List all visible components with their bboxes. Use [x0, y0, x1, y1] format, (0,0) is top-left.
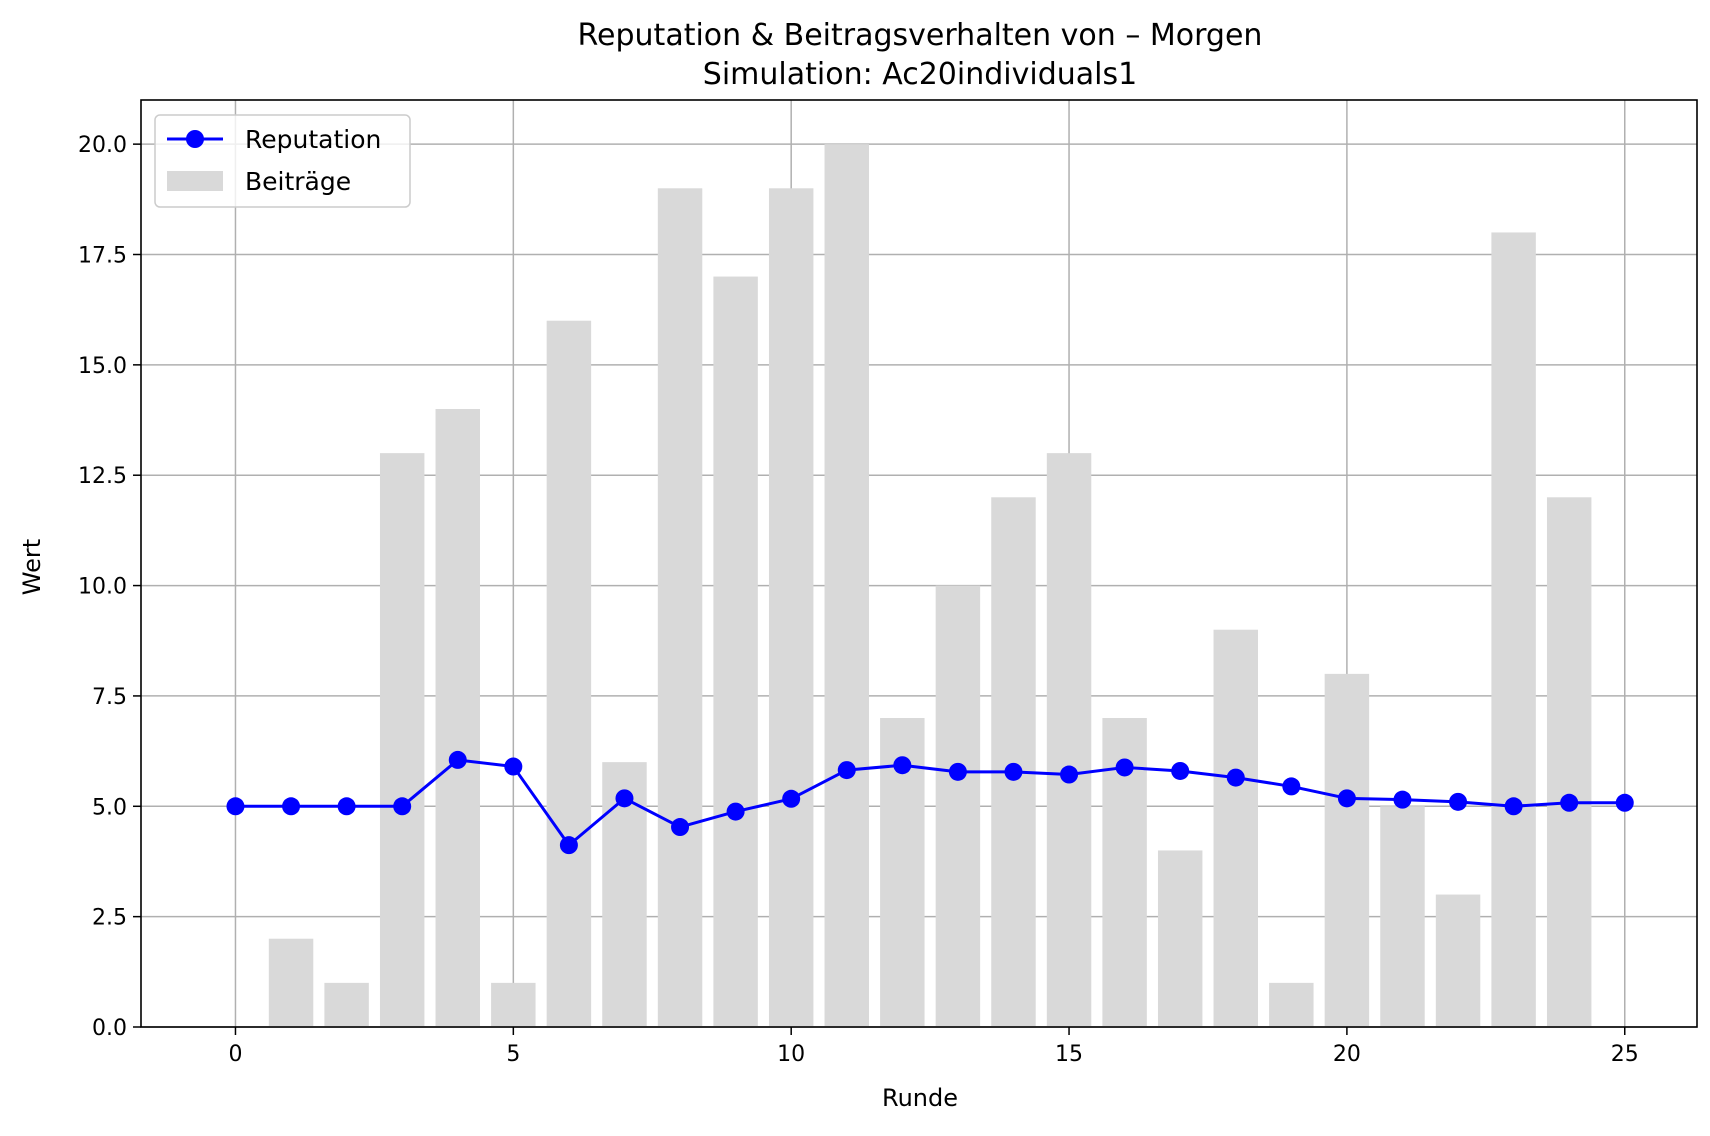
reputation-point	[893, 756, 912, 775]
reputation-point	[1393, 790, 1412, 809]
bar	[991, 497, 1036, 1027]
reputation-point	[726, 802, 745, 821]
bar	[1213, 629, 1258, 1027]
reputation-line	[235, 758, 1625, 847]
reputation-point	[1282, 777, 1301, 796]
reputation-point	[1171, 761, 1190, 780]
reputation-point	[282, 797, 301, 816]
bar	[268, 938, 314, 1027]
bar	[1546, 497, 1592, 1027]
y-tick-label: 15.0	[78, 354, 127, 379]
bar	[1435, 894, 1481, 1027]
bar	[324, 982, 369, 1027]
x-tick-label: 20	[1333, 1042, 1361, 1067]
reputation-point	[1115, 758, 1134, 777]
x-tick-label: 15	[1055, 1042, 1083, 1067]
legend: Reputation Beiträge	[154, 114, 411, 208]
reputation-point	[782, 789, 801, 808]
reputation-point	[393, 797, 412, 816]
y-tick-label: 10.0	[78, 575, 127, 600]
reputation-point	[1004, 762, 1023, 781]
reputation-point	[504, 757, 523, 776]
reputation-point	[1504, 797, 1523, 816]
bar	[713, 276, 758, 1028]
legend-reputation-label: Reputation	[245, 125, 381, 154]
y-tick-label: 12.5	[78, 464, 127, 489]
bar	[824, 144, 869, 1028]
bar	[1157, 850, 1203, 1027]
reputation-point	[615, 789, 634, 808]
reputation-point	[337, 797, 356, 816]
bar	[1046, 453, 1092, 1028]
y-tick-label: 20.0	[78, 133, 127, 158]
bar	[435, 409, 480, 1027]
reputation-point	[559, 836, 578, 855]
x-axis-label: Runde	[882, 1084, 958, 1112]
reputation-point	[1449, 792, 1468, 811]
bar	[1491, 232, 1536, 1027]
bar	[1380, 806, 1425, 1027]
reputation-point	[226, 797, 245, 816]
x-tick-label: 0	[228, 1042, 242, 1067]
x-tick-label: 25	[1611, 1042, 1639, 1067]
bar	[1324, 673, 1370, 1027]
reputation-point	[1615, 793, 1634, 812]
reputation-point	[1226, 768, 1245, 787]
bar	[935, 585, 981, 1027]
bar	[379, 453, 425, 1028]
legend-reputation-marker	[186, 130, 204, 148]
y-tick-label: 2.5	[92, 906, 127, 931]
legend-beitraege-swatch	[167, 171, 223, 191]
y-tick-label: 0.0	[92, 1016, 127, 1041]
bar	[1269, 982, 1314, 1027]
reputation-point	[1560, 793, 1579, 812]
reputation-point	[1060, 765, 1079, 784]
reputation-point	[448, 750, 467, 769]
bar	[546, 320, 592, 1027]
bar	[491, 982, 536, 1027]
reputation-point	[1337, 789, 1356, 808]
chart-title: Reputation & Beitragsverhalten von – Mor…	[578, 18, 1263, 53]
y-tick-label: 5.0	[92, 795, 127, 820]
legend-beitraege-label: Beiträge	[245, 167, 351, 196]
x-tick-label: 10	[777, 1042, 805, 1067]
y-axis-label: Wert	[18, 539, 46, 595]
plot-frame	[140, 99, 1698, 1028]
reputation-point	[837, 761, 856, 780]
y-tick-label: 7.5	[92, 685, 127, 710]
reputation-point	[948, 762, 967, 781]
reputation-point	[671, 818, 690, 837]
x-tick-label: 5	[506, 1042, 520, 1067]
bar	[768, 188, 814, 1028]
bar	[657, 188, 703, 1028]
plot-area: 0 5 10 15 20 25 0.0 2.5 5.0 7.5 10.0 12.5 15.0 17.5 20…	[78, 99, 1698, 1067]
y-tick-label: 17.5	[78, 244, 127, 269]
chart-subtitle: Simulation: Ac20individuals1	[703, 57, 1137, 92]
